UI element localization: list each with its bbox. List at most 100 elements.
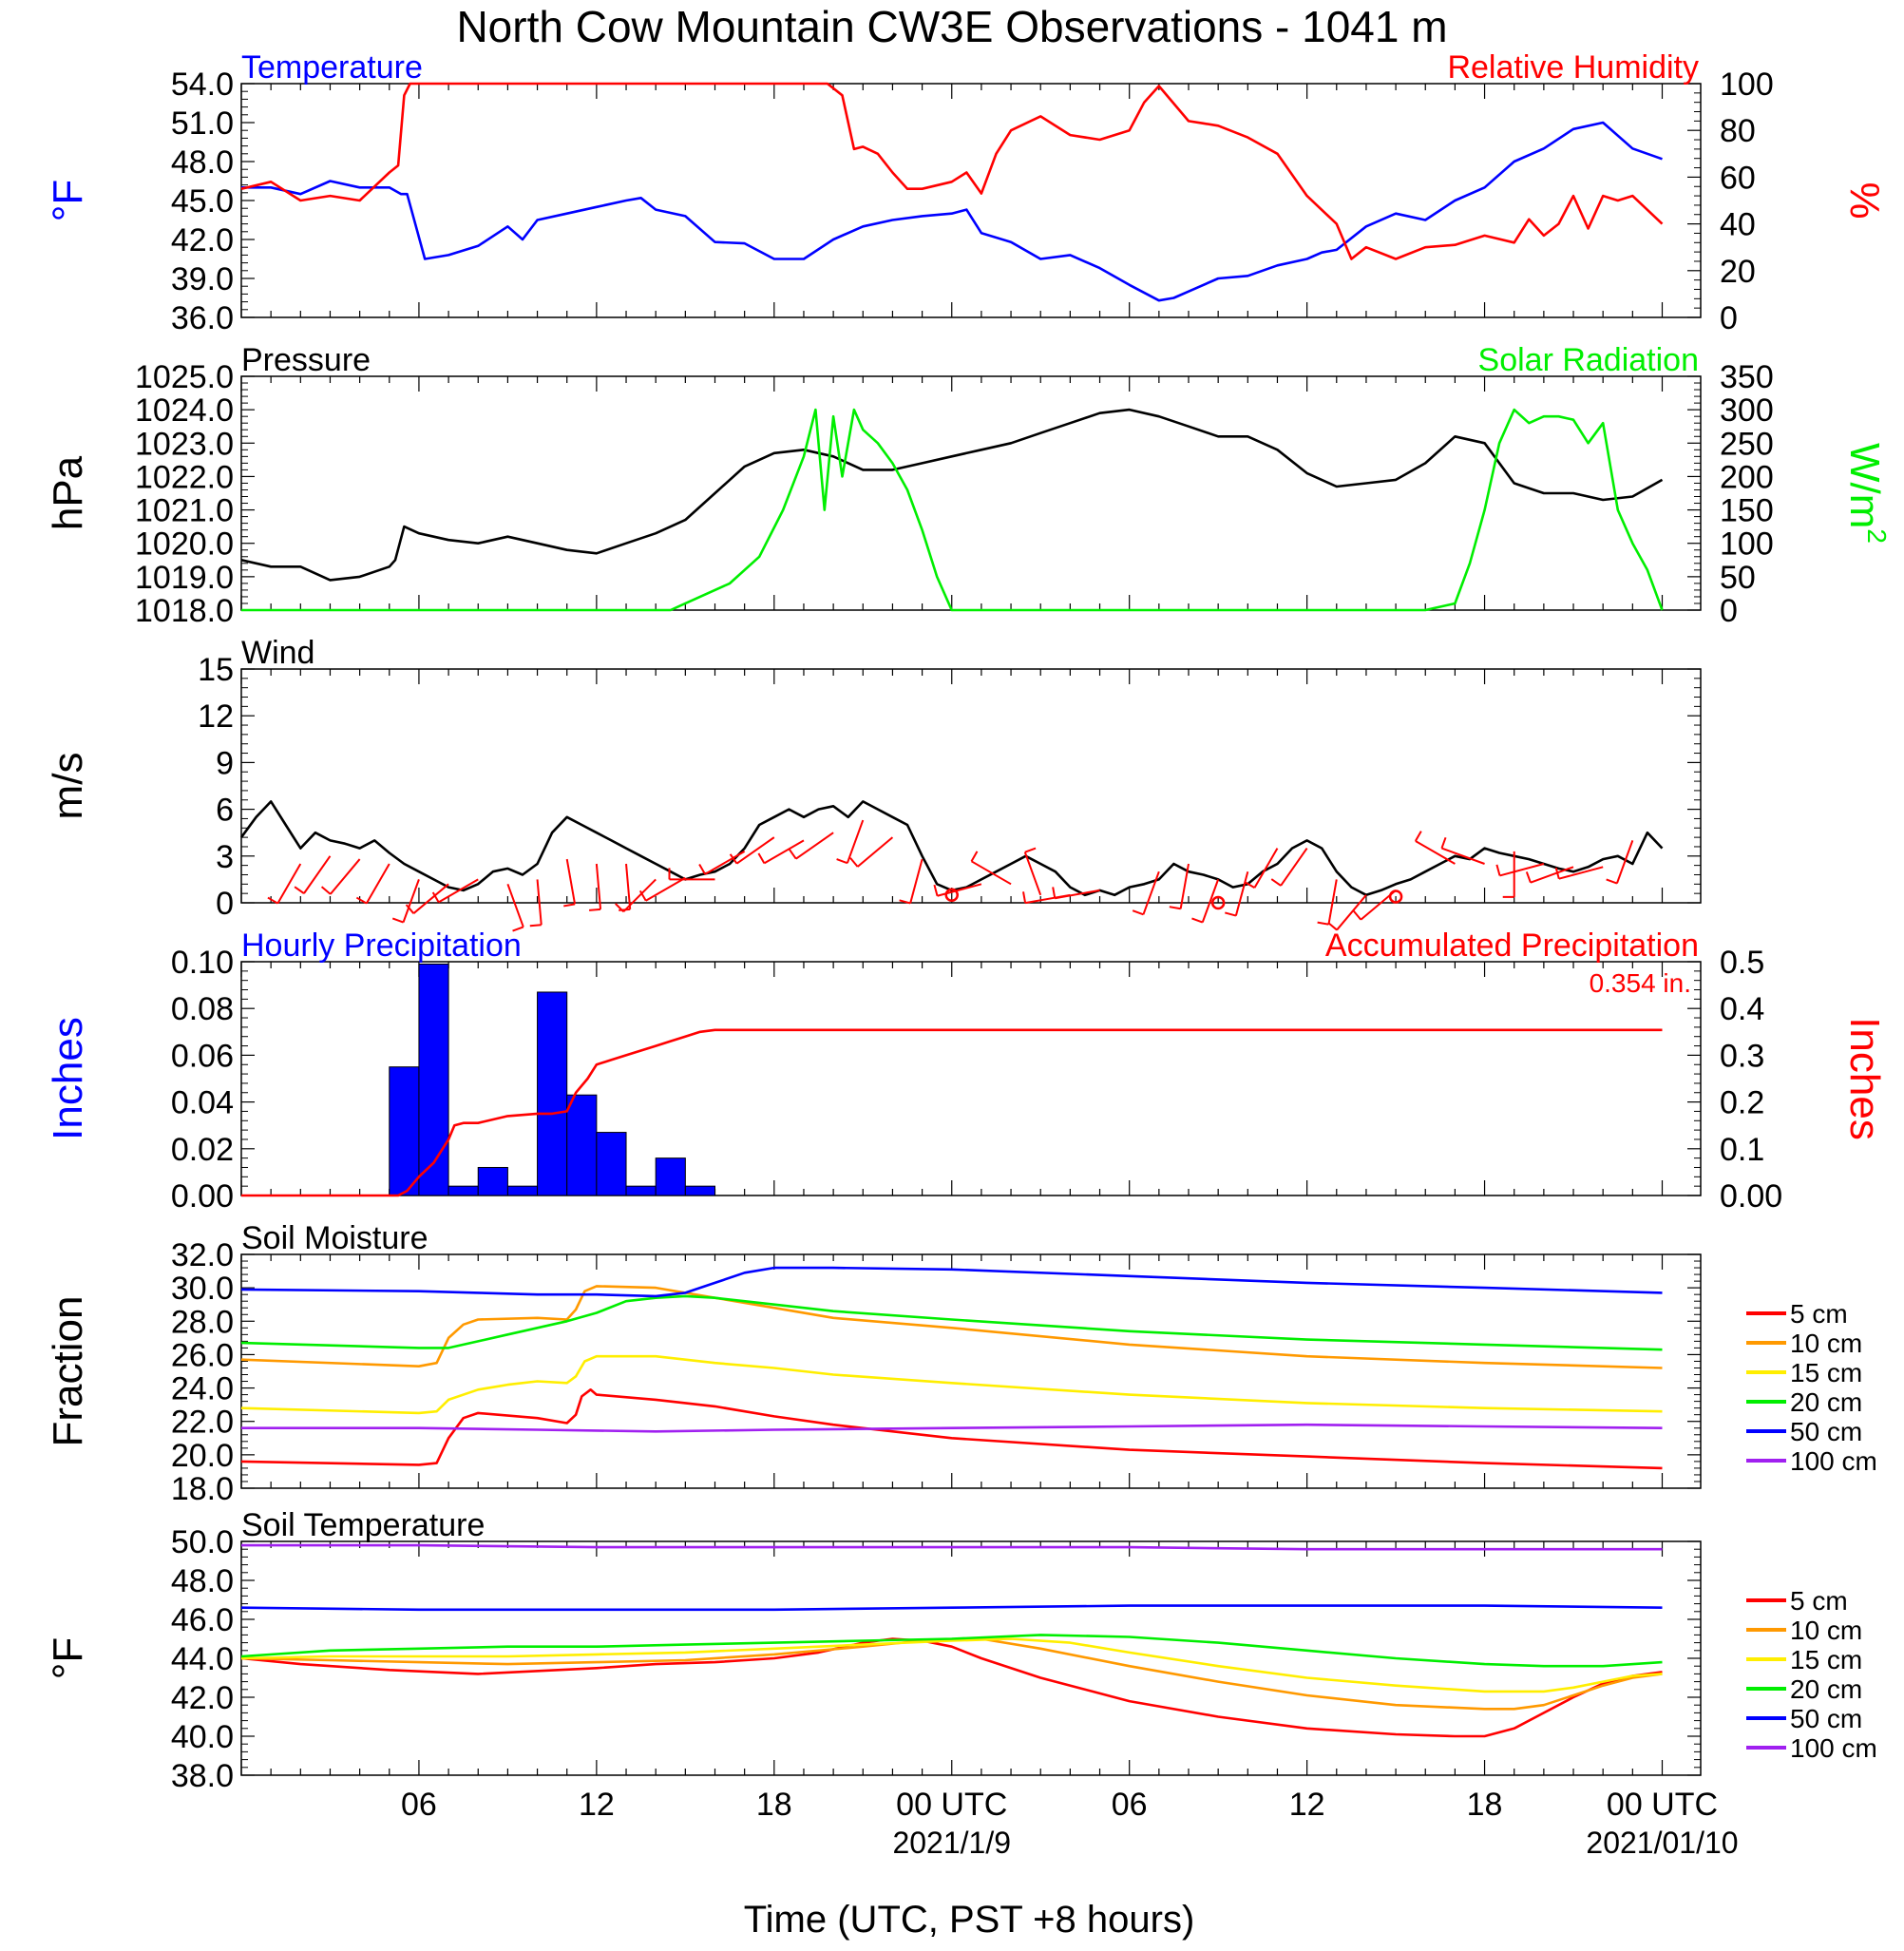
y-tick-label-left: 38.0 <box>171 1758 234 1794</box>
series-line <box>240 1604 1663 1612</box>
wind-barb-flag <box>391 917 404 924</box>
y-tick-label-left: 42.0 <box>171 222 234 258</box>
y-tick-label-left: 26.0 <box>171 1337 234 1373</box>
legend-label: 100 cm <box>1790 1733 1877 1763</box>
wind-barb <box>412 883 449 914</box>
wind-barb-flag <box>1525 871 1532 884</box>
y-tick-label-right: 20 <box>1720 254 1756 290</box>
wind-barb-flag <box>1327 922 1338 931</box>
accumulation-total: 0.354 in. <box>1590 968 1691 998</box>
series-line <box>241 1028 1663 1197</box>
series-line <box>240 1637 1663 1738</box>
wind-barb-flag <box>1440 836 1447 849</box>
series-line <box>240 1266 1663 1298</box>
y-axis-title-left: hPa <box>45 455 91 530</box>
y-tick-label-left: 36.0 <box>171 300 234 336</box>
y-axis-title-right: W/m2 <box>1841 443 1892 544</box>
y-axis-title-left: °F <box>45 180 91 221</box>
y-tick-label-right: 0.5 <box>1720 945 1764 981</box>
wind-barb-flag <box>512 926 524 932</box>
wind-barb-flag <box>1495 864 1501 876</box>
series-line <box>240 408 1664 582</box>
y-tick-label-right: 0.4 <box>1720 991 1764 1027</box>
precip-bar <box>655 1157 686 1196</box>
y-tick-label-right: 0.3 <box>1720 1038 1764 1074</box>
precip-bar <box>566 1094 598 1196</box>
y-tick-label-left: 48.0 <box>171 144 234 181</box>
y-tick-label-left: 9 <box>216 745 234 781</box>
y-tick-label-left: 39.0 <box>171 261 234 297</box>
y-tick-label-left: 40.0 <box>171 1719 234 1755</box>
y-tick-label-left: 51.0 <box>171 105 234 142</box>
x-tick-label: 18 <box>1467 1787 1503 1823</box>
wind-barb <box>857 836 894 868</box>
wind-barb <box>622 878 657 913</box>
series-line <box>241 1543 1663 1551</box>
y-tick-label-right: 0.1 <box>1720 1132 1764 1168</box>
wind-barb <box>506 883 524 928</box>
panel-frame <box>240 375 1702 611</box>
y-tick-label-left: 46.0 <box>171 1602 234 1638</box>
y-axis-title-right: Inches <box>1841 1017 1888 1140</box>
wind-barb-flag <box>836 858 848 865</box>
y-tick-label-left: 1018.0 <box>135 593 234 629</box>
panel-frame <box>240 668 1702 904</box>
x-axis-title: Time (UTC, PST +8 hours) <box>744 1899 1195 1941</box>
y-tick-label-left: 44.0 <box>171 1641 234 1677</box>
x-date-label: 2021/1/9 <box>892 1826 1011 1860</box>
wind-barb-flag <box>615 903 624 913</box>
panel-soil_moisture: 18.020.022.024.026.028.030.032.0 Soil Moi… <box>45 1220 1877 1507</box>
y-tick-label-left: 50.0 <box>171 1524 234 1560</box>
y-tick-label-right: 150 <box>1720 493 1774 529</box>
series-line <box>240 1285 1663 1369</box>
panel-title-right: Relative Humidity <box>1447 49 1699 86</box>
precip-bar <box>684 1185 715 1196</box>
wind-barb-flag <box>1244 881 1255 889</box>
y-tick-label-right: 80 <box>1720 113 1756 149</box>
wind-barb-flag <box>757 852 766 864</box>
wind-barb-flag <box>294 886 305 894</box>
y-tick-label-left: 1024.0 <box>135 392 234 429</box>
wind-barb <box>595 863 602 909</box>
wind-barb <box>1023 851 1042 896</box>
series-line <box>241 408 1664 612</box>
legend-label: 20 cm <box>1790 1387 1862 1417</box>
calm-wind-marker <box>1388 889 1403 904</box>
calm-wind-marker <box>1210 895 1226 910</box>
series-line <box>240 82 1664 260</box>
precip-bar <box>447 1185 479 1196</box>
panel-title-left: Hourly Precipitation <box>241 928 522 964</box>
y-tick-label-right: 0.00 <box>1720 1178 1782 1215</box>
y-tick-label-left: 0.06 <box>171 1038 234 1074</box>
series-line <box>239 800 1664 897</box>
wind-barb-flag <box>1270 878 1282 887</box>
panel-title-left: Soil Moisture <box>241 1220 428 1256</box>
series-line <box>241 121 1663 302</box>
y-tick-label-left: 1022.0 <box>135 459 234 495</box>
wind-barb <box>735 836 775 865</box>
x-tick-label: 00 UTC <box>896 1787 1007 1823</box>
precip-bar <box>477 1166 508 1196</box>
wind-barb <box>1441 847 1485 865</box>
precip-bar <box>389 1066 420 1196</box>
y-tick-label-right: 200 <box>1720 459 1774 495</box>
panel-title-left: Pressure <box>241 342 371 378</box>
wind-barb-flag <box>1606 878 1618 885</box>
y-tick-label-right: 0 <box>1720 593 1738 629</box>
y-tick-label-left: 18.0 <box>171 1471 234 1507</box>
y-tick-label-left: 42.0 <box>171 1680 234 1716</box>
wind-barb-flag <box>320 886 332 895</box>
wind-barb <box>1201 879 1220 923</box>
y-tick-label-left: 48.0 <box>171 1563 234 1599</box>
wind-barb <box>1055 889 1100 900</box>
wind-barb <box>704 851 746 875</box>
y-tick-label-left: 22.0 <box>171 1405 234 1441</box>
chart-panels: 36.039.042.045.048.051.054.0020406080100… <box>45 49 1892 1794</box>
wind-barb-flag <box>267 896 278 905</box>
wind-barb <box>1558 866 1604 880</box>
panel-soil_temperature: 38.040.042.044.046.048.050.0 Soil Tempera… <box>45 1507 1877 1794</box>
precip-bar <box>418 963 449 1196</box>
panel-title-left: Temperature <box>241 49 423 86</box>
wind-barb-flag <box>970 851 979 862</box>
